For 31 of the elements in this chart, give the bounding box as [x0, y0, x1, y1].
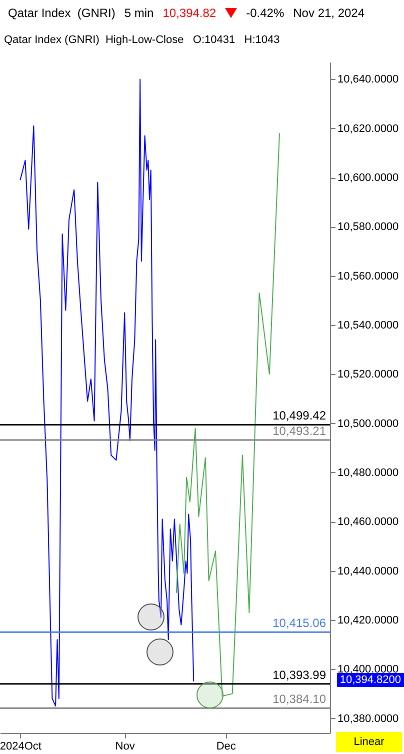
- line-series: [20, 78, 194, 706]
- y-tick-label: 10,540.0000: [338, 319, 399, 332]
- text: Linear: [336, 732, 402, 752]
- text: -0.42%: [246, 6, 284, 20]
- y-tick-label: 10,440.0000: [338, 565, 399, 578]
- x-tick-label: Nov: [115, 740, 136, 752]
- text: 10,394.8200: [336, 673, 404, 688]
- ref-line-label: 10,384.10: [272, 692, 326, 706]
- text: 10,394.82: [162, 6, 216, 20]
- text: Nov 21, 2024: [293, 6, 365, 20]
- chart-title: Qatar Index (GNRI): [8, 6, 116, 20]
- ref-line-label: 10,393.99: [272, 668, 326, 682]
- y-tick-label: 10,500.0000: [338, 418, 399, 430]
- y-tick-label: 10,600.0000: [338, 172, 399, 184]
- ref-line-label: 10,499.42: [272, 408, 326, 423]
- y-tick-label: 10,400.0000: [338, 664, 399, 676]
- x-tick-label: Dec: [216, 740, 236, 752]
- text: 5 min: [124, 6, 154, 20]
- y-tick-label: 10,420.0000: [338, 614, 399, 626]
- chart-subtitle: Qatar Index (GNRI) High-Low-Close O:10431 H:1043: [4, 34, 280, 46]
- y-tick-label: 10,520.0000: [338, 368, 399, 381]
- y-tick-label: 10,580.0000: [338, 221, 399, 234]
- ref-line-label: 10,415.06: [272, 616, 326, 630]
- y-tick-label: 10,560.0000: [338, 270, 399, 282]
- ref-line-label: 10,493.21: [272, 424, 326, 438]
- y-tick-label: 10,640.0000: [338, 74, 399, 86]
- y-tick-label: 10,620.0000: [338, 122, 399, 135]
- y-tick-label: 10,380.0000: [338, 712, 399, 725]
- y-tick-label: 10,480.0000: [338, 466, 399, 479]
- x-tick-label: 2024Oct: [0, 740, 42, 752]
- y-tick-label: 10,460.0000: [338, 516, 399, 528]
